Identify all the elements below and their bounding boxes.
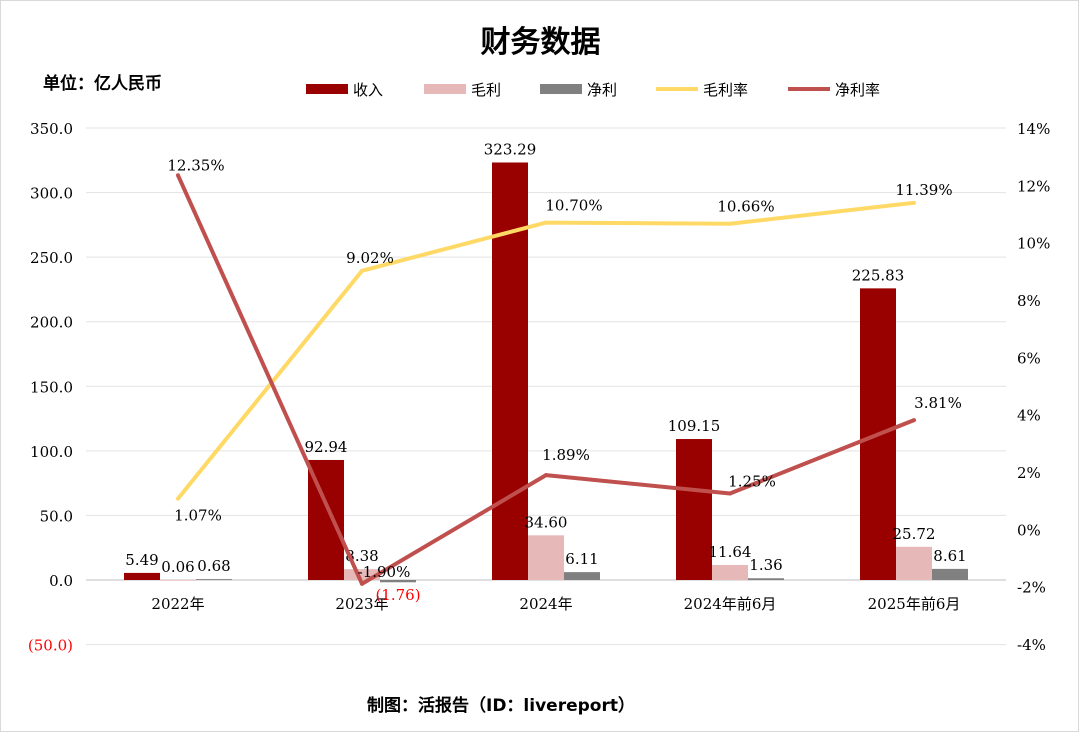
gross-margin-label: 1.07% <box>174 507 222 525</box>
unit-label: 单位：亿人民币 <box>43 74 162 94</box>
gross-margin-point <box>176 496 180 501</box>
left-axis-tick-label: 0.0 <box>49 572 73 590</box>
net-margin-label: 1.89% <box>542 446 590 464</box>
bar-revenue <box>124 572 160 580</box>
data-label-revenue: 225.83 <box>852 266 905 284</box>
legend-swatch-revenue <box>306 84 348 94</box>
left-axis-tick-label: 50.0 <box>40 507 73 525</box>
right-axis-tick-label: 0% <box>1017 521 1041 539</box>
x-axis-tick-label: 2024年前6月 <box>684 595 777 613</box>
right-axis-tick-label: 12% <box>1017 177 1050 195</box>
legend-swatch-gross-margin <box>656 87 698 91</box>
bar-revenue <box>492 162 528 580</box>
data-label-revenue: 5.49 <box>125 551 158 569</box>
data-label-net-profit: 8.61 <box>933 547 966 565</box>
data-label-gross-profit: 25.72 <box>893 525 936 543</box>
legend-label-gross-margin: 毛利率 <box>703 80 749 99</box>
legend-item-gross-profit: 毛利 <box>424 79 501 99</box>
right-axis-tick-label: 2% <box>1017 464 1041 482</box>
bar-gross-profit <box>712 564 748 580</box>
left-axis-tick-label: 100.0 <box>30 443 73 461</box>
gross-margin-label: 10.66% <box>717 198 774 216</box>
left-axis-tick-label: 150.0 <box>30 378 73 396</box>
legend-swatch-net-margin <box>788 87 830 91</box>
right-axis-tick-label: -4% <box>1017 636 1046 654</box>
data-label-revenue: 92.94 <box>305 438 348 456</box>
left-axis-tick-label: 250.0 <box>30 249 73 267</box>
x-axis-tick-label: 2024年 <box>519 595 572 613</box>
chart-title: 财务数据 <box>480 25 601 60</box>
legend-swatch-net-profit <box>540 84 582 94</box>
chart-plot: (50.0) 0.0 50.0 100.0 150.0 200.0 250.0 300.0 35… <box>28 120 1050 655</box>
bar-net-profit <box>564 572 600 580</box>
net-margin-point <box>360 581 364 586</box>
net-margin-point <box>176 173 180 178</box>
bar-gross-profit <box>528 535 564 580</box>
bar-net-profit <box>932 568 968 580</box>
data-label-net-profit: 1.36 <box>749 556 782 574</box>
gross-margin-label: 9.02% <box>346 249 394 267</box>
gross-margin-point <box>912 200 916 205</box>
net-margin-label: 3.81% <box>914 394 962 412</box>
gross-margin-point <box>728 221 732 226</box>
right-axis-tick-label: 10% <box>1017 235 1050 253</box>
net-margin-label: 12.35% <box>167 156 224 174</box>
net-margin-point <box>728 491 732 496</box>
footer-credit: 制图：活报告（ID：livereport） <box>367 696 635 716</box>
data-label-gross-profit: 0.06 <box>161 558 194 576</box>
data-label-gross-profit: 11.64 <box>709 543 752 561</box>
data-label-net-profit: (1.76) <box>375 586 420 604</box>
right-axis-tick-label: 4% <box>1017 407 1041 425</box>
gross-margin-label: 11.39% <box>895 181 952 199</box>
legend-label-gross-profit: 毛利 <box>471 80 502 99</box>
data-label-net-profit: 0.68 <box>197 557 230 575</box>
net-margin-label: 1.25% <box>728 473 776 491</box>
x-axis-tick-label: 2025年前6月 <box>868 595 961 613</box>
left-axis-tick-label: 350.0 <box>30 120 73 138</box>
right-axis-tick-label: 8% <box>1017 292 1041 310</box>
data-label-net-profit: 6.11 <box>565 550 598 568</box>
bar-revenue <box>676 439 712 580</box>
x-axis-tick-label: 2023年 <box>335 595 388 613</box>
legend-item-net-profit: 净利 <box>540 79 617 99</box>
gross-margin-label: 10.70% <box>545 197 602 215</box>
net-margin-point <box>544 473 548 478</box>
left-axis-tick-label: 300.0 <box>30 185 73 203</box>
bar-gross-profit <box>344 569 380 580</box>
data-label-gross-profit: 34.60 <box>525 513 568 531</box>
legend-item-net-margin: 净利率 <box>788 79 880 99</box>
left-axis-tick-label: (50.0) <box>28 637 73 655</box>
data-label-revenue: 109.15 <box>668 417 721 435</box>
legend-label-net-profit: 净利 <box>587 80 618 99</box>
x-axis-tick-label: 2022年 <box>151 595 204 613</box>
bar-net-profit <box>748 578 784 580</box>
right-axis-tick-label: -2% <box>1017 579 1046 597</box>
bar-net-profit <box>380 580 416 583</box>
data-label-revenue: 323.29 <box>484 140 537 158</box>
bar-gross-profit <box>160 579 196 581</box>
left-axis-tick-label: 200.0 <box>30 314 73 332</box>
right-axis-tick-label: 6% <box>1017 349 1041 367</box>
bar-gross-profit <box>896 546 932 580</box>
legend-swatch-gross-profit <box>424 84 466 94</box>
legend-label-revenue: 收入 <box>353 80 384 99</box>
net-margin-label: -1.90% <box>358 563 411 581</box>
bar-net-profit <box>196 579 232 580</box>
right-axis-tick-label: 14% <box>1017 120 1050 138</box>
net-margin-point <box>912 418 916 423</box>
legend-item-revenue: 收入 <box>306 79 383 99</box>
gross-margin-point <box>360 268 364 273</box>
legend-label-net-margin: 净利率 <box>835 80 881 99</box>
legend-item-gross-margin: 毛利率 <box>656 79 748 99</box>
gross-margin-point <box>544 220 548 225</box>
